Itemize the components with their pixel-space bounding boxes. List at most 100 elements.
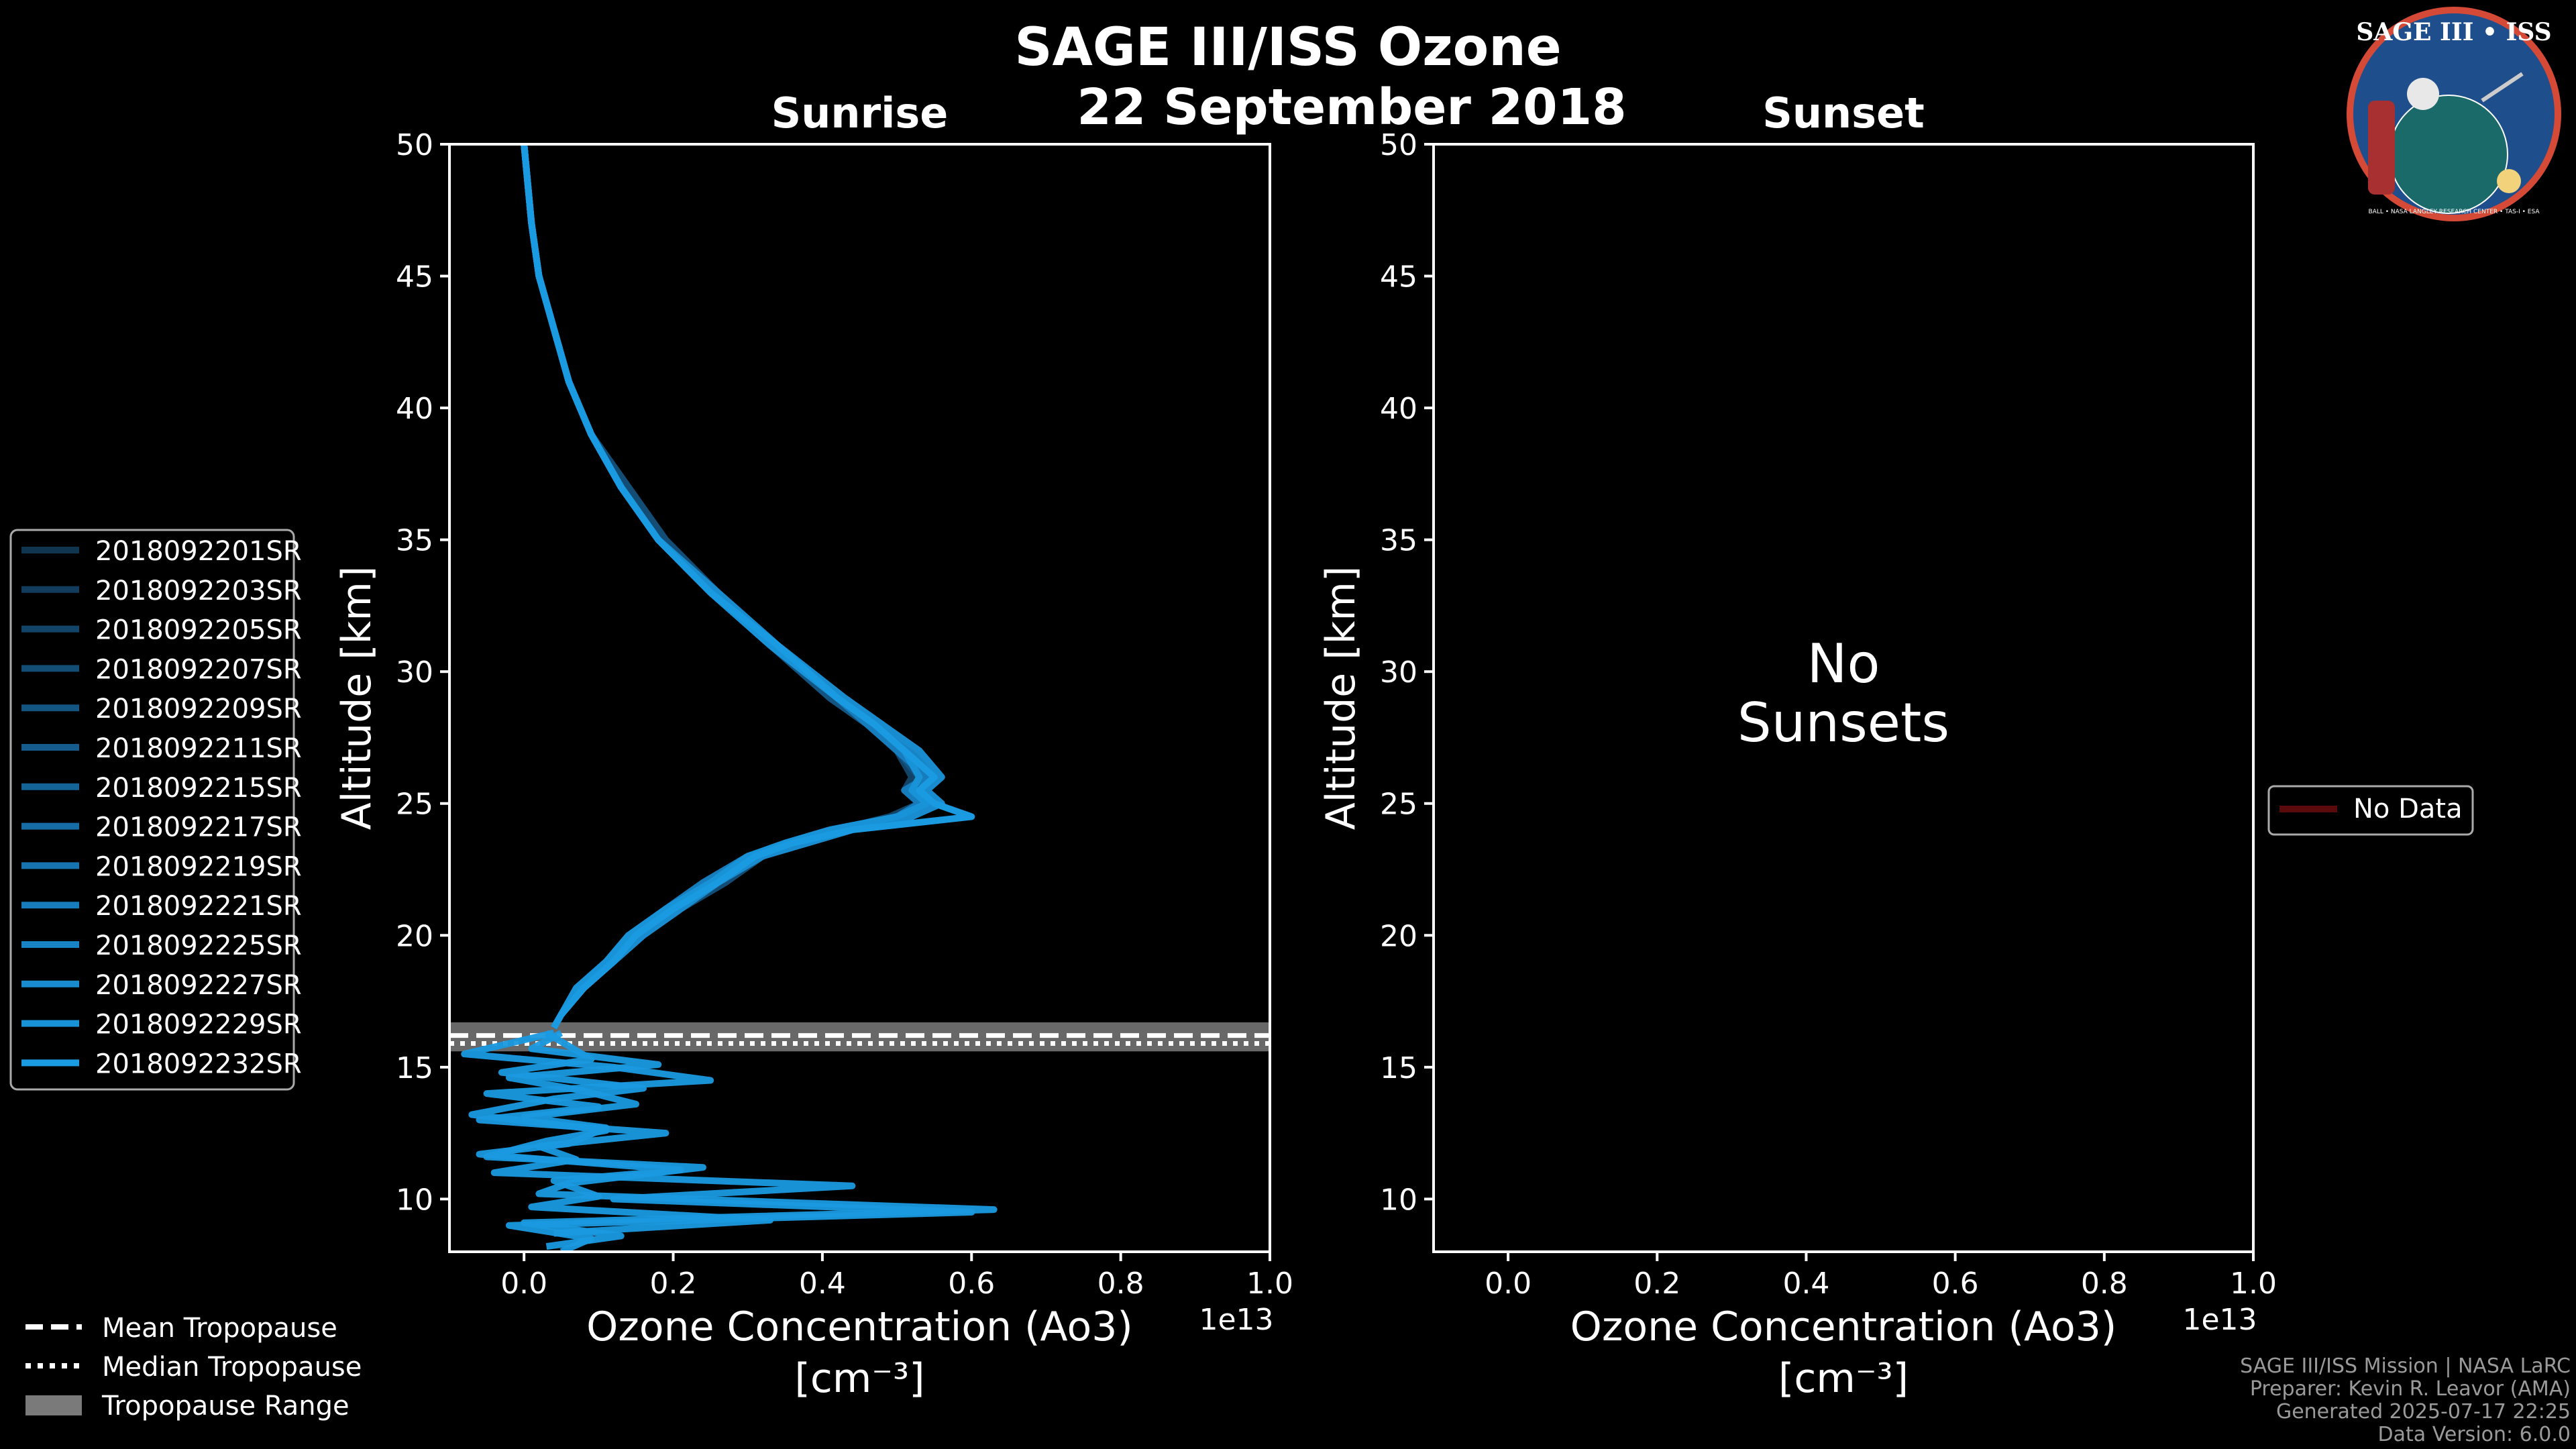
footer-credits: SAGE III/ISS Mission | NASA LaRC Prepare…: [2240, 1355, 2571, 1446]
legend-label-2018092215SR: 2018092215SR: [95, 773, 302, 804]
plot-area: [449, 144, 1270, 1252]
x-tick-label: 0.6: [948, 1267, 995, 1301]
legend-label-tropopause-range: Tropopause Range: [101, 1391, 350, 1421]
y-tick-label: 20: [1380, 919, 1417, 953]
legend-label-2018092232SR: 2018092232SR: [95, 1049, 302, 1079]
chart-subtitle: 22 September 2018: [1077, 78, 1626, 136]
series-line-2018092229SR: [521, 144, 930, 1030]
y-tick-label: 30: [396, 655, 433, 690]
footer-mission: SAGE III/ISS Mission | NASA LaRC: [2240, 1354, 2571, 1378]
x-tick-label: 0.8: [2081, 1267, 2128, 1301]
y-tick-label: 25: [1380, 788, 1417, 822]
y-tick-label: 10: [1380, 1183, 1417, 1217]
y-tick-label: 25: [396, 788, 433, 822]
series-line-2018092205SR: [521, 144, 923, 1030]
y-tick-label: 45: [396, 260, 433, 294]
x-tick-label: 0.6: [1932, 1267, 1979, 1301]
x-tick-label: 1.0: [2230, 1267, 2277, 1301]
x-axis-label: Ozone Concentration (Ao3): [1570, 1303, 2117, 1350]
legend-label-2018092227SR: 2018092227SR: [95, 970, 302, 1001]
series-line-2018092207SR: [521, 144, 945, 1030]
x-tick-label: 1.0: [1246, 1267, 1293, 1301]
logo-ring-text: BALL • NASA LANGLEY RESEARCH CENTER • TA…: [2368, 209, 2540, 215]
series-line-2018092219SR: [521, 144, 938, 1030]
logo-figure-icon: [2368, 101, 2395, 195]
legend-label-2018092221SR: 2018092221SR: [95, 891, 302, 922]
logo-earth-icon: [2389, 95, 2508, 214]
axes-frame: [1432, 143, 2255, 1253]
y-tick-label: 20: [396, 919, 433, 953]
y-tick-label: 40: [1380, 392, 1417, 426]
x-tick-label: 0.0: [1485, 1267, 1532, 1301]
legend-label-no-data: No Data: [2353, 794, 2463, 824]
legend-swatch-tropopause-range: [25, 1395, 82, 1415]
no-sunsets-text-line1: No: [1807, 633, 1880, 695]
x-tick-label: 0.0: [500, 1267, 547, 1301]
legend-label-2018092203SR: 2018092203SR: [95, 576, 302, 606]
legend-label-2018092207SR: 2018092207SR: [95, 654, 302, 685]
x-axis-unit: [cm⁻³]: [1778, 1355, 1909, 1402]
x-tick-label: 0.8: [1097, 1267, 1144, 1301]
mission-logo: SAGE III • ISS BALL • NASA LANGLEY RESEAR…: [2347, 7, 2561, 221]
lower-profile-2: [468, 1030, 998, 1250]
series-line-2018092211SR: [521, 144, 945, 1030]
legend-box: [2267, 785, 2474, 836]
legend-sunset: No Data: [2267, 785, 2474, 836]
logo-title-text: SAGE III • ISS: [2356, 18, 2551, 46]
legend-label-2018092211SR: 2018092211SR: [95, 733, 302, 764]
y-tick-label: 30: [1380, 655, 1417, 690]
chart-title: SAGE III/ISS Ozone: [1014, 17, 1561, 78]
y-tick-label: 50: [396, 128, 433, 162]
footer-generated: Generated 2025-07-17 22:25: [2275, 1400, 2571, 1424]
no-sunsets-text-line2: Sunsets: [1737, 692, 1949, 754]
logo-moon-icon: [2407, 78, 2439, 110]
series-line-2018092217SR: [521, 144, 938, 1030]
series-line-2018092201SR: [521, 144, 930, 1030]
footer-version: Data Version: 6.0.0: [2377, 1423, 2571, 1446]
x-tick-label: 0.4: [1782, 1267, 1829, 1301]
logo-station-icon: [2481, 72, 2524, 103]
panel-title-sunrise: Sunrise: [771, 89, 949, 138]
series-line-2018092209SR: [521, 144, 923, 1030]
legend-label-mean-tropopause: Mean Tropopause: [102, 1313, 337, 1344]
y-tick-label: 15: [396, 1051, 433, 1085]
y-tick-label: 45: [1380, 260, 1417, 294]
x-tick-label: 0.4: [799, 1267, 846, 1301]
y-tick-label: 35: [396, 524, 433, 558]
y-tick-label: 15: [1380, 1051, 1417, 1085]
legend-label-2018092217SR: 2018092217SR: [95, 812, 302, 843]
legend-label-2018092205SR: 2018092205SR: [95, 615, 302, 646]
lower-profile-3: [476, 1030, 774, 1237]
series-line-2018092225SR: [521, 144, 938, 1030]
x-exponent-label: 1e13: [1199, 1303, 1273, 1337]
legend-label-2018092209SR: 2018092209SR: [95, 694, 302, 724]
x-axis-label: Ozone Concentration (Ao3): [586, 1303, 1133, 1350]
series-line-2018092215SR: [521, 144, 938, 1030]
y-tick-label: 50: [1380, 128, 1417, 162]
y-tick-label: 10: [396, 1183, 433, 1217]
panel-title-sunset: Sunset: [1762, 89, 1925, 138]
legend-label-2018092225SR: 2018092225SR: [95, 930, 302, 961]
legend-label-2018092219SR: 2018092219SR: [95, 851, 302, 882]
legend-tropopause: Mean Tropopause Median Tropopause Tropopau…: [25, 1313, 362, 1421]
x-tick-label: 0.2: [650, 1267, 697, 1301]
series-line-2018092232SR: [521, 144, 975, 1030]
logo-sun-icon: [2497, 169, 2521, 193]
series-line-2018092203SR: [521, 144, 938, 1030]
legend-sunrise: 2018092201SR 2018092203SR 2018092205SR 2018…: [9, 529, 302, 1091]
y-tick-label: 35: [1380, 524, 1417, 558]
x-tick-label: 0.2: [1633, 1267, 1680, 1301]
footer-preparer: Preparer: Kevin R. Leavor (AMA): [2249, 1377, 2571, 1401]
y-axis-label: Altitude [km]: [333, 566, 380, 830]
y-axis-label: Altitude [km]: [1318, 566, 1364, 830]
axes-frame: [448, 143, 1271, 1253]
x-axis-unit: [cm⁻³]: [795, 1355, 925, 1402]
legend-label-2018092229SR: 2018092229SR: [95, 1010, 302, 1040]
y-tick-label: 40: [396, 392, 433, 426]
legend-box: [9, 529, 295, 1091]
series-line-2018092227SR: [521, 144, 945, 1030]
legend-label-median-tropopause: Median Tropopause: [102, 1352, 362, 1383]
legend-label-2018092201SR: 2018092201SR: [95, 536, 302, 567]
